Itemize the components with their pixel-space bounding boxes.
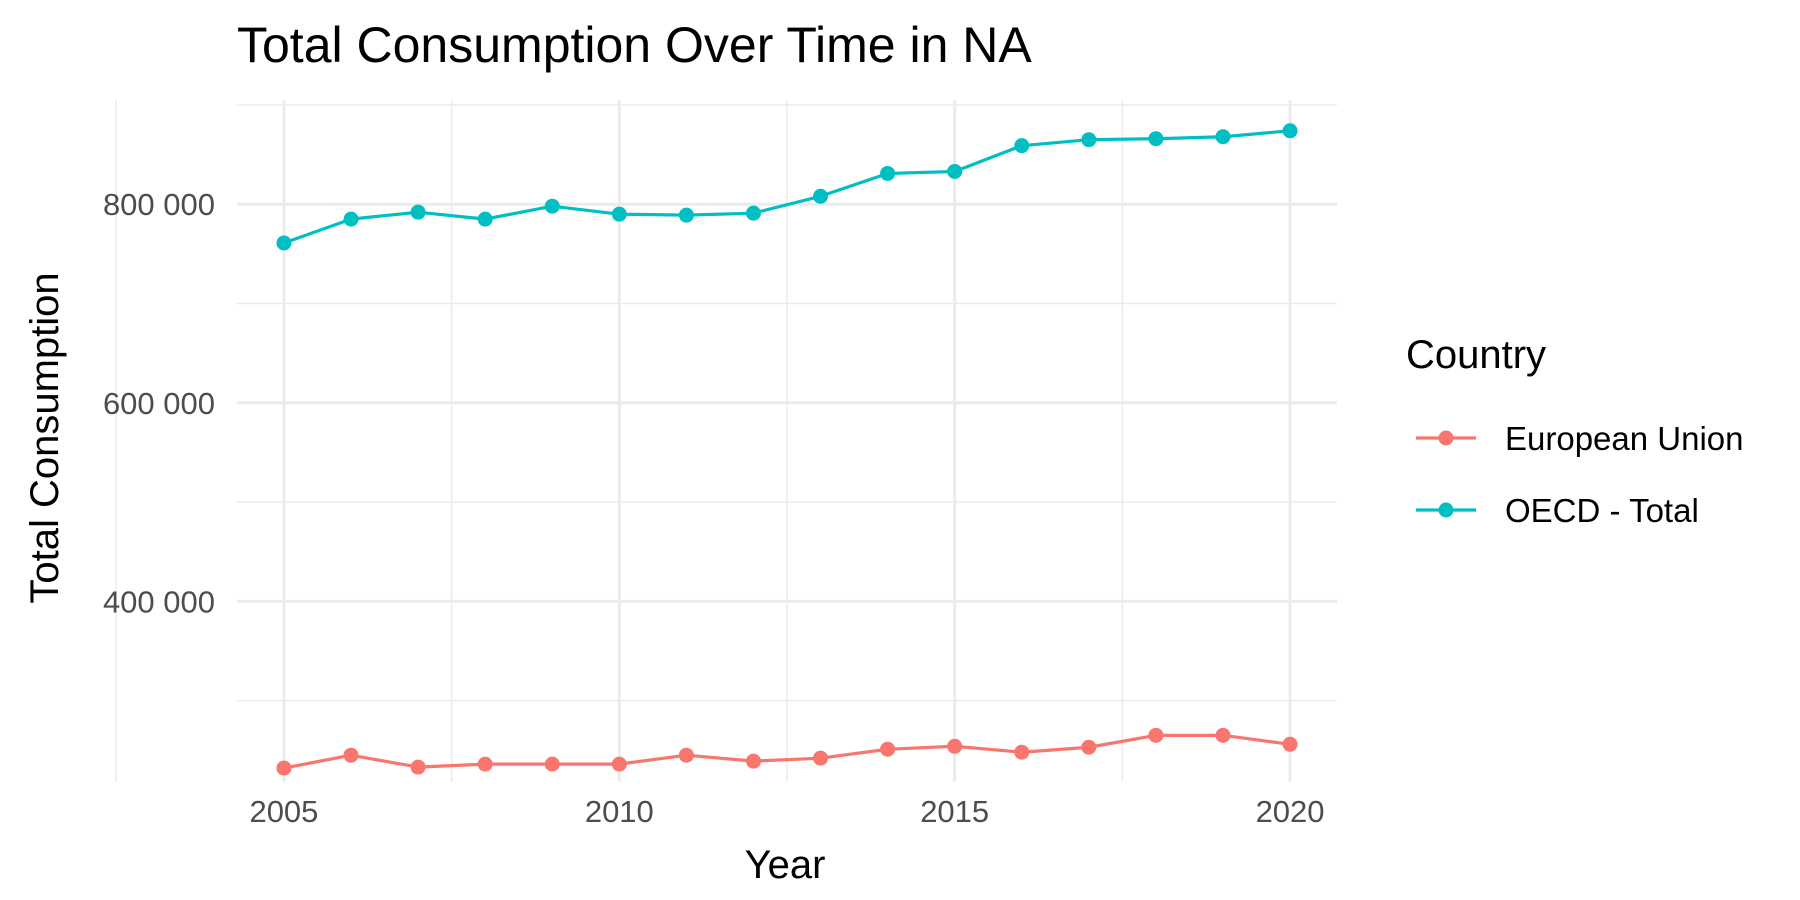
data-point-oecd-total — [611, 206, 627, 222]
data-point-oecd-total — [880, 165, 896, 181]
y-tick-label: 800 000 — [103, 187, 215, 222]
data-point-oecd-total — [678, 207, 694, 223]
data-point-oecd-total — [477, 211, 493, 227]
legend-key-point-european-union — [1438, 430, 1454, 446]
data-point-european-union — [611, 756, 627, 772]
legend-label-oecd-total: OECD - Total — [1505, 492, 1699, 529]
data-point-european-union — [276, 760, 292, 776]
data-point-oecd-total — [343, 211, 359, 227]
data-point-european-union — [410, 759, 426, 775]
data-point-oecd-total — [813, 188, 829, 204]
data-point-european-union — [678, 747, 694, 763]
series-line-european-union — [283, 733, 1291, 770]
legend-title: Country — [1406, 333, 1546, 377]
data-point-oecd-total — [1282, 123, 1298, 139]
data-point-oecd-total — [1081, 132, 1097, 148]
data-point-european-union — [477, 756, 493, 772]
x-tick-label: 2020 — [1256, 794, 1325, 829]
data-point-european-union — [1282, 736, 1298, 752]
data-point-oecd-total — [947, 163, 963, 179]
data-point-european-union — [880, 741, 896, 757]
data-point-european-union — [745, 753, 761, 769]
x-axis-title: Year — [745, 843, 826, 887]
x-tick-labels: 2005 2010 2015 2020 — [249, 794, 1324, 829]
legend-label-european-union: European Union — [1505, 420, 1744, 457]
data-point-european-union — [1148, 727, 1164, 743]
series-layer — [276, 123, 1298, 776]
x-tick-label: 2010 — [585, 794, 654, 829]
x-tick-label: 2015 — [920, 794, 989, 829]
data-point-oecd-total — [1215, 129, 1231, 145]
data-point-european-union — [813, 750, 829, 766]
y-axis-title: Total Consumption — [23, 272, 67, 603]
data-point-oecd-total — [745, 205, 761, 221]
data-point-oecd-total — [544, 198, 560, 214]
data-point-european-union — [343, 747, 359, 763]
data-point-oecd-total — [1148, 131, 1164, 147]
grid — [115, 100, 1337, 782]
legend: Country European Union OECD - Total — [1406, 333, 1744, 529]
data-point-oecd-total — [410, 204, 426, 220]
x-tick-label: 2005 — [249, 794, 318, 829]
legend-key-point-oecd-total — [1438, 502, 1454, 518]
data-point-european-union — [1081, 739, 1097, 755]
data-point-european-union — [1014, 744, 1030, 760]
data-point-oecd-total — [1014, 138, 1030, 154]
chart-title: Total Consumption Over Time in NA — [237, 17, 1032, 73]
data-point-oecd-total — [276, 235, 292, 251]
data-point-european-union — [544, 756, 560, 772]
data-point-european-union — [947, 738, 963, 754]
y-tick-label: 400 000 — [103, 584, 215, 619]
series-line-oecd-total — [283, 129, 1291, 245]
y-tick-labels: 400 000 600 000 800 000 — [103, 187, 215, 619]
data-point-european-union — [1215, 727, 1231, 743]
y-tick-label: 600 000 — [103, 386, 215, 421]
